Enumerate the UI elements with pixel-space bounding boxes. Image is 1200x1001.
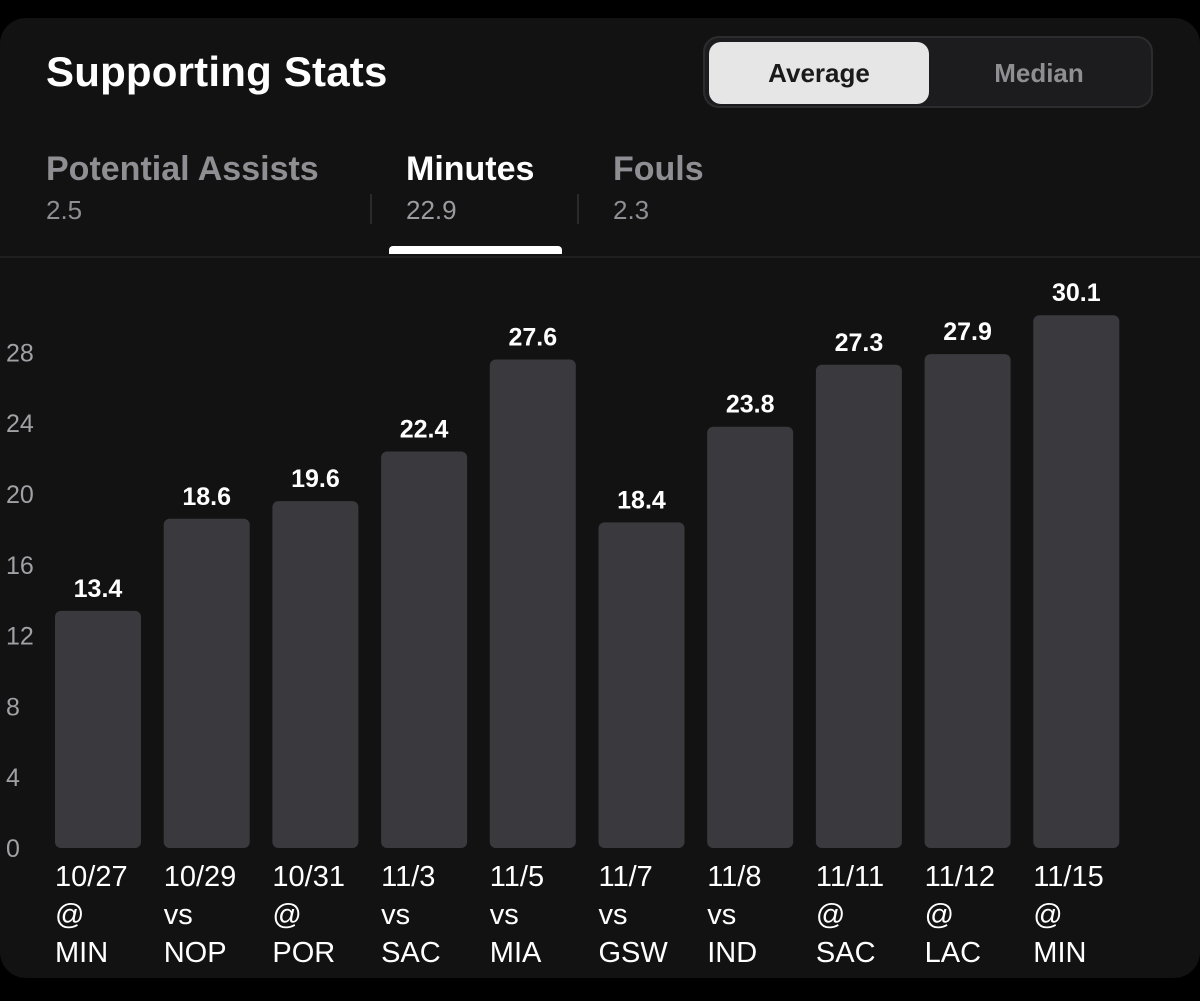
- tab-label: Fouls: [613, 150, 704, 188]
- y-tick-label: 12: [6, 623, 34, 651]
- bar-value-label: 19.6: [291, 465, 340, 493]
- tab-value: 22.9: [406, 195, 457, 225]
- tab-value: 2.5: [46, 195, 83, 225]
- x-tick-label: MIN: [1033, 937, 1086, 969]
- y-tick-label: 4: [6, 764, 20, 792]
- average-button[interactable]: Average: [709, 42, 929, 104]
- x-tick-label: @: [816, 899, 845, 931]
- x-tick-label: 11/11: [816, 861, 884, 893]
- tab-potential-assists[interactable]: Potential Assists 2.5: [46, 150, 319, 226]
- x-tick-label: 10/27: [55, 861, 128, 893]
- tab-divider: [370, 194, 372, 224]
- stat-tabs: Potential Assists 2.5 Minutes 22.9 Fouls…: [0, 138, 1200, 258]
- x-tick-label: POR: [272, 937, 335, 969]
- x-tick-label: vs: [599, 899, 628, 931]
- y-tick-label: 28: [6, 339, 34, 367]
- tab-minutes[interactable]: Minutes 22.9: [406, 150, 534, 226]
- bar-value-label: 27.3: [835, 329, 884, 357]
- bar-value-label: 27.6: [508, 323, 557, 351]
- bar-value-label: 18.6: [182, 483, 231, 511]
- x-tick-label: @: [55, 899, 84, 931]
- average-median-toggle[interactable]: Average Median: [703, 36, 1153, 108]
- bar[interactable]: [381, 451, 468, 848]
- x-tick-label: 10/29: [164, 861, 237, 893]
- bar[interactable]: [55, 610, 141, 848]
- x-tick-label: 11/7: [599, 861, 653, 893]
- bar-value-label: 18.4: [617, 486, 666, 514]
- x-tick-label: NOP: [164, 937, 227, 969]
- bar[interactable]: [598, 522, 685, 848]
- bar[interactable]: [163, 518, 250, 848]
- x-tick-label: @: [1033, 899, 1062, 931]
- x-tick-label: SAC: [816, 937, 876, 969]
- tab-fouls[interactable]: Fouls 2.3: [613, 150, 704, 226]
- x-tick-label: GSW: [599, 937, 669, 969]
- bar[interactable]: [272, 501, 359, 848]
- y-tick-label: 0: [6, 835, 20, 863]
- bar[interactable]: [489, 359, 576, 848]
- x-tick-label: vs: [164, 899, 193, 931]
- x-tick-label: 11/12: [925, 861, 995, 893]
- x-tick-label: vs: [707, 899, 736, 931]
- x-tick-label: 11/8: [707, 861, 761, 893]
- x-tick-label: 11/5: [490, 861, 544, 893]
- tab-value: 2.3: [613, 195, 650, 225]
- page-title: Supporting Stats: [46, 48, 388, 95]
- x-tick-label: @: [925, 899, 954, 931]
- x-tick-label: IND: [707, 937, 757, 969]
- x-tick-label: MIN: [55, 937, 108, 969]
- x-tick-label: 11/15: [1033, 861, 1103, 893]
- y-tick-label: 24: [6, 410, 34, 438]
- x-tick-label: SAC: [381, 937, 441, 969]
- x-tick-label: vs: [381, 899, 410, 931]
- x-tick-label: vs: [490, 899, 519, 931]
- tab-label: Potential Assists: [46, 150, 319, 188]
- x-tick-label: @: [272, 899, 301, 931]
- x-tick-label: 10/31: [272, 861, 345, 893]
- bar-value-label: 23.8: [726, 391, 775, 419]
- bar-value-label: 22.4: [400, 416, 449, 444]
- y-tick-label: 20: [6, 481, 34, 509]
- x-tick-label: LAC: [925, 937, 981, 969]
- y-tick-label: 16: [6, 552, 34, 580]
- y-tick-label: 8: [6, 693, 20, 721]
- bar-value-label: 27.9: [943, 318, 992, 346]
- x-tick-label: MIA: [490, 937, 542, 969]
- bar[interactable]: [1033, 315, 1120, 849]
- tab-label: Minutes: [406, 150, 535, 188]
- minutes-bar-chart: 0 4 8 12 16 20 24 28 13.4 10/27 @ MIN 18.6 10/29 vs NOP…: [6, 279, 1120, 969]
- tab-divider: [577, 194, 579, 224]
- bar[interactable]: [707, 426, 794, 848]
- bar[interactable]: [815, 364, 902, 848]
- bar[interactable]: [924, 354, 1011, 848]
- x-tick-label: 11/3: [381, 861, 435, 893]
- median-button[interactable]: Median: [994, 57, 1084, 88]
- active-tab-indicator: [389, 246, 562, 254]
- bar-value-label: 30.1: [1052, 279, 1101, 307]
- bar-value-label: 13.4: [74, 575, 123, 603]
